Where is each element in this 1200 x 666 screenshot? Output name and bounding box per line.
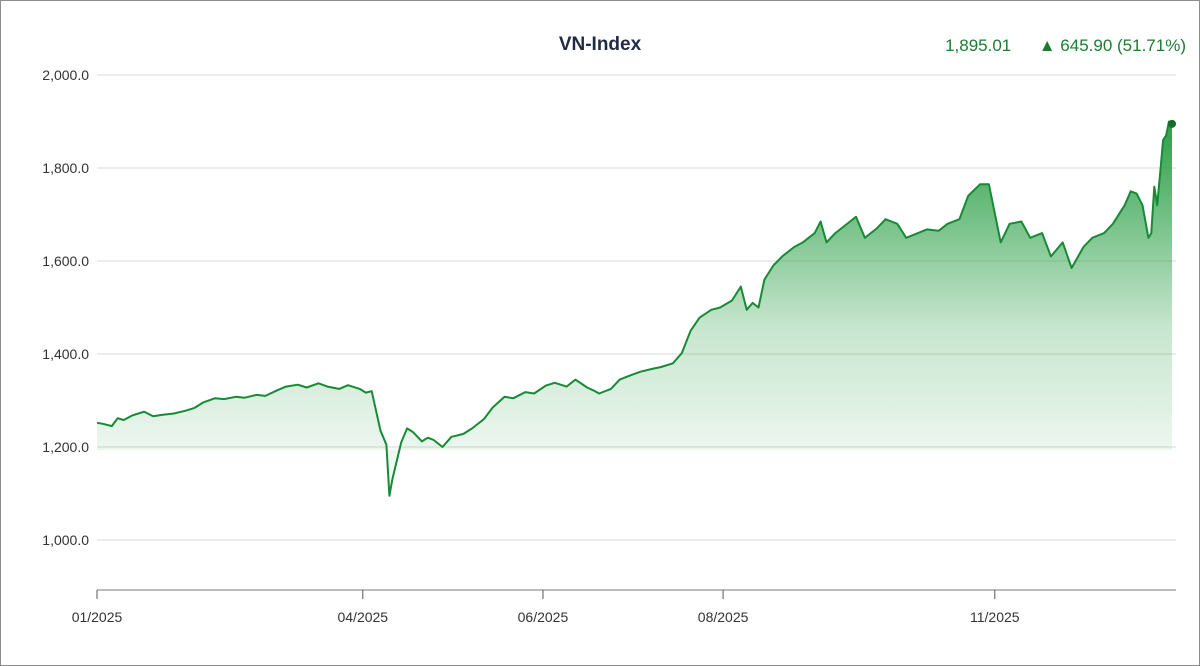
last-point-marker: [1168, 119, 1176, 128]
y-tick-label: 1,800.0: [42, 160, 89, 176]
x-tick-label: 06/2025: [518, 609, 569, 625]
y-tick-label: 2,000.0: [42, 67, 89, 83]
x-tick-label: 01/2025: [72, 609, 123, 625]
y-tick-label: 1,200.0: [42, 439, 89, 455]
y-tick-label: 1,600.0: [42, 253, 89, 269]
change-arrow-icon: ▲: [1038, 36, 1056, 55]
last-value: 1,895.01: [945, 36, 1012, 55]
chart-title: VN-Index: [558, 34, 642, 55]
series-line: [96, 120, 1173, 497]
x-tick-label: 04/2025: [337, 609, 388, 625]
x-tick-label: 08/2025: [698, 609, 749, 625]
series-area: [97, 121, 1172, 496]
y-tick-label: 1,000.0: [42, 532, 89, 548]
change-value: 645.90 (51.71%): [1060, 36, 1186, 55]
header-stats: 1,895.01 ▲ 645.90 (51.71%): [945, 36, 1186, 56]
y-tick-label: 1,400.0: [42, 346, 89, 362]
x-tick-label: 11/2025: [970, 609, 1020, 625]
